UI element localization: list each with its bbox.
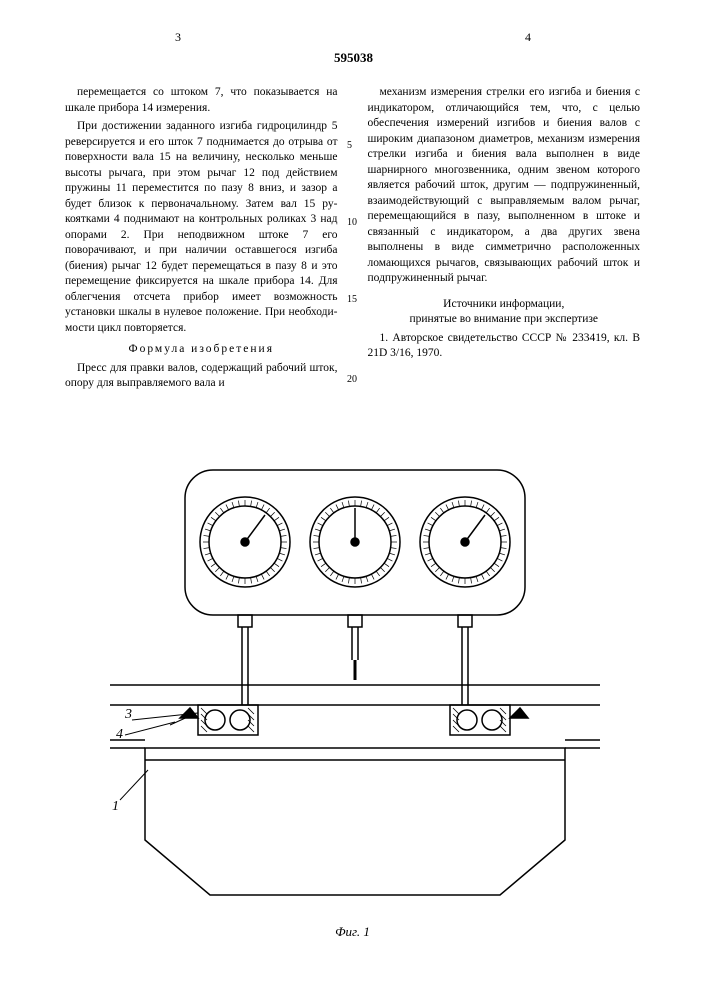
paragraph: 1. Авторское свидетельство СССР № 233419… bbox=[368, 331, 641, 362]
gauge-left bbox=[200, 497, 290, 587]
formula-title: Формула изобретения bbox=[65, 342, 338, 358]
paragraph: Пресс для правки валов, содержащий рабо­… bbox=[65, 361, 338, 392]
gauge-center bbox=[310, 497, 400, 587]
text-body: перемещается со штоком 7, что показывает… bbox=[65, 85, 640, 395]
figure: 3 4 1 Фиг. 1 bbox=[70, 460, 635, 940]
paragraph: При достижении заданного изгиба гидро­ци… bbox=[65, 119, 338, 336]
paragraph: перемещается со штоком 7, что показывает… bbox=[65, 85, 338, 116]
left-column: перемещается со штоком 7, что показывает… bbox=[65, 85, 338, 395]
technical-drawing: 3 4 1 bbox=[70, 460, 635, 920]
paragraph: механизм измерения стрелки его изгиба и … bbox=[368, 85, 641, 287]
page-number-left: 3 bbox=[175, 30, 181, 45]
figure-label: Фиг. 1 bbox=[335, 924, 370, 940]
document-number: 595038 bbox=[334, 50, 373, 66]
roller-right bbox=[450, 705, 528, 735]
right-column: механизм измерения стрелки его изгиба и … bbox=[368, 85, 641, 395]
callout-3: 3 bbox=[124, 707, 132, 722]
callout-4: 4 bbox=[116, 727, 123, 742]
gauge-right bbox=[420, 497, 510, 587]
page-number-right: 4 bbox=[525, 30, 531, 45]
sources-title: Источники информации, принятые во вниман… bbox=[368, 297, 641, 328]
callout-1: 1 bbox=[112, 799, 119, 814]
roller-left bbox=[170, 705, 258, 735]
